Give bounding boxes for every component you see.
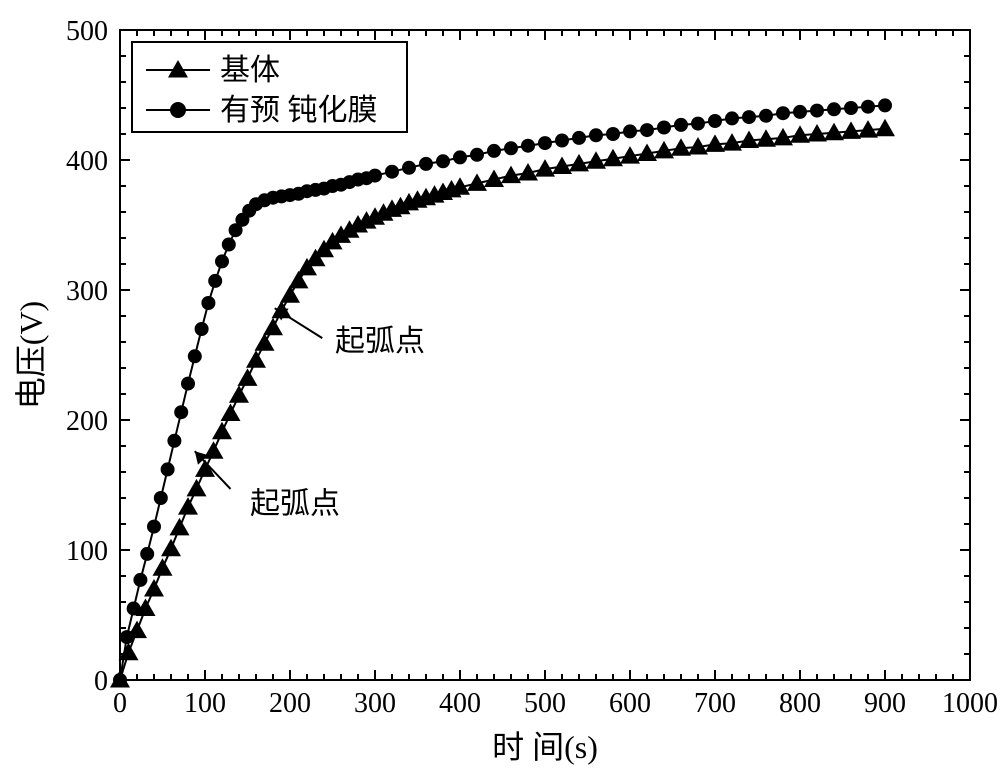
annotation-0: 起弧点 [275, 308, 425, 358]
x-tick-label: 300 [354, 688, 396, 719]
y-tick-label: 300 [66, 276, 108, 307]
x-tick-label: 400 [439, 688, 481, 719]
annotation-text: 起弧点 [250, 488, 340, 521]
y-tick-label: 500 [66, 16, 108, 47]
x-tick-label: 100 [184, 688, 226, 719]
plot-frame [120, 30, 970, 680]
y-tick-label: 100 [66, 536, 108, 567]
annotation-text: 起弧点 [335, 325, 425, 358]
y-tick-label: 200 [66, 406, 108, 437]
x-tick-label: 500 [524, 688, 566, 719]
x-tick-label: 0 [113, 688, 127, 719]
legend: 基体有预 钝化膜 [132, 42, 407, 132]
y-axis-title: 电压(V) [13, 301, 49, 409]
x-tick-label: 1000 [942, 688, 998, 719]
legend-label: 基体 [220, 54, 280, 87]
x-tick-label: 200 [269, 688, 311, 719]
x-tick-label: 900 [864, 688, 906, 719]
legend-label: 有预 钝化膜 [220, 94, 378, 127]
x-tick-label: 800 [779, 688, 821, 719]
y-tick-label: 400 [66, 146, 108, 177]
x-axis-title: 时 间(s) [492, 729, 598, 765]
x-tick-label: 600 [609, 688, 651, 719]
x-tick-label: 700 [694, 688, 736, 719]
chart-container: 0 100 200 300 400 500 600 700 800 900 1000 0 100 200 3… [0, 0, 1000, 771]
annotation-1: 起弧点 [195, 451, 340, 520]
y-tick-label: 0 [94, 666, 108, 697]
series-jiti [110, 119, 895, 688]
voltage-time-chart: 0 100 200 300 400 500 600 700 800 900 1000 0 100 200 3… [0, 0, 1000, 771]
